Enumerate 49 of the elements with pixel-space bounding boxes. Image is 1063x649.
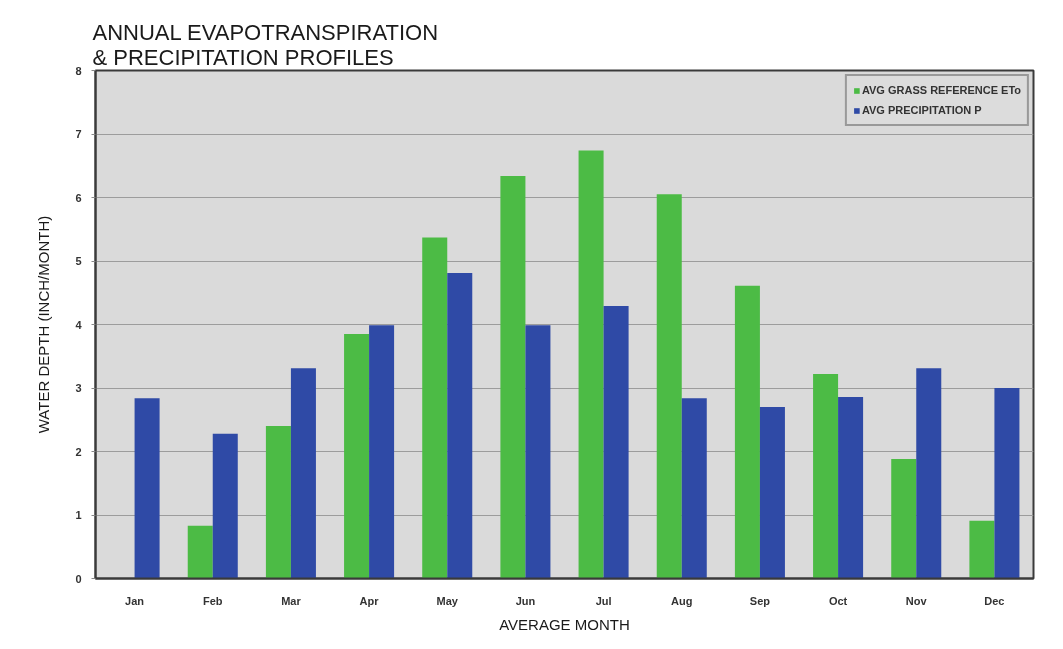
- bar: [969, 520, 995, 579]
- y-tick-label: 8: [75, 64, 82, 77]
- legend-label: AVG PRECIPITATION P: [861, 103, 982, 118]
- x-axis-title: AVERAGE MONTH: [499, 615, 630, 633]
- y-tick-label: 0: [75, 572, 82, 585]
- bar: [916, 368, 942, 579]
- x-tick-label: Mar: [281, 594, 302, 607]
- bar: [422, 237, 448, 579]
- bar: [838, 396, 864, 579]
- y-tick-label: 7: [75, 128, 82, 140]
- x-tick-label: Sep: [749, 594, 771, 607]
- bar: [265, 426, 291, 579]
- bar: [447, 273, 473, 579]
- bar: [891, 459, 917, 579]
- x-tick-label: Oct: [828, 594, 848, 607]
- bar: [656, 194, 682, 579]
- bar: [525, 325, 551, 579]
- y-tick-label: 6: [75, 191, 82, 204]
- y-tick-label: 5: [75, 255, 82, 267]
- bar: [290, 368, 316, 579]
- bar: [681, 398, 707, 579]
- legend-label: AVG GRASS REFERENCE ETo: [861, 83, 1021, 98]
- x-tick-label: Jan: [125, 594, 145, 607]
- y-tick-label: 3: [75, 382, 82, 394]
- y-tick-label: 2: [75, 445, 82, 458]
- y-axis-title: WATER DEPTH (INCH/MONTH): [35, 215, 53, 434]
- bar: [603, 306, 629, 579]
- bar: [994, 388, 1020, 579]
- bar: [369, 325, 395, 579]
- x-tick-label: Nov: [905, 594, 928, 607]
- bar: [734, 285, 760, 579]
- bar: [500, 175, 526, 579]
- bar: [813, 374, 839, 579]
- bar: [212, 433, 238, 579]
- y-tick-label: 1: [75, 509, 82, 521]
- x-tick-label: Jun: [515, 594, 536, 607]
- y-tick-label: 4: [75, 318, 83, 331]
- x-tick-label: Jul: [595, 594, 612, 607]
- chart-title: ANNUAL EVAPOTRANSPIRATION & PRECIPITATION PROFILES: [92, 19, 439, 70]
- bar: [187, 525, 213, 579]
- x-tick-label: Apr: [359, 594, 380, 607]
- x-tick-label: Feb: [202, 594, 223, 607]
- x-tick-label: Aug: [671, 594, 693, 607]
- bar: [134, 398, 160, 579]
- bar: [759, 407, 785, 579]
- bar: [578, 150, 604, 579]
- x-tick-label: May: [436, 594, 459, 607]
- bar: [344, 334, 370, 579]
- x-tick-label: Dec: [984, 594, 1005, 607]
